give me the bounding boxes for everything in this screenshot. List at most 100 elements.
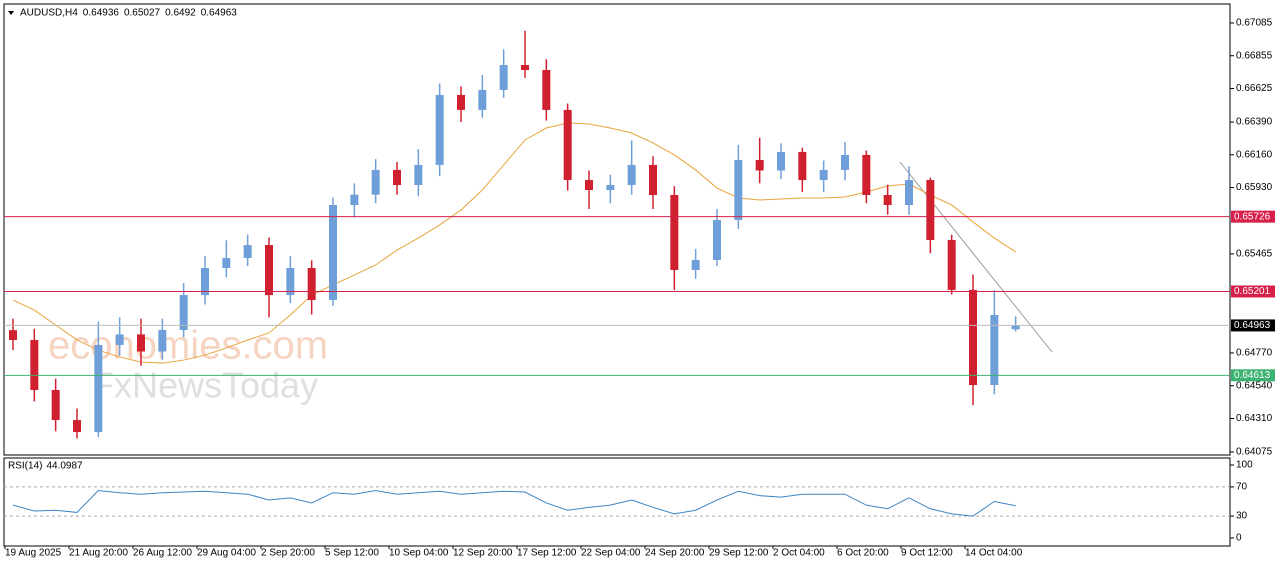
x-tick-label: 9 Oct 12:00	[901, 548, 953, 559]
candle-body	[521, 65, 529, 70]
price-pane	[3, 3, 1231, 456]
candle-body	[926, 180, 935, 241]
rsi-line	[12, 490, 1016, 517]
candle-body	[222, 258, 231, 268]
candle-body	[1011, 325, 1020, 330]
y-tick-label: 0.67085	[1236, 18, 1273, 29]
price-box	[1231, 285, 1275, 298]
x-tick-label: 24 Sep 20:00	[645, 548, 705, 559]
y-tick-label: 0.66625	[1236, 83, 1273, 94]
moving-average	[12, 122, 1016, 364]
price-box-label: 0.65726	[1234, 211, 1271, 222]
candle-body	[585, 180, 593, 191]
candle-body	[51, 390, 60, 421]
candle-body	[670, 195, 679, 270]
rsi-value: 44.0987	[46, 461, 83, 472]
x-tick-label: 29 Sep 12:00	[709, 548, 769, 559]
price-box	[1231, 319, 1275, 332]
x-tick-label: 17 Sep 12:00	[517, 548, 577, 559]
candle-body	[563, 109, 572, 181]
x-tick-label: 21 Aug 20:00	[69, 548, 128, 559]
candle-body	[606, 185, 615, 191]
rsi-tick-label: 70	[1236, 482, 1248, 493]
y-tick-label: 0.64310	[1236, 413, 1273, 424]
x-tick-label: 5 Sep 12:00	[325, 548, 379, 559]
x-tick-label: 26 Aug 12:00	[133, 548, 192, 559]
header-high: 0.65027	[124, 8, 161, 19]
candle-body	[158, 329, 167, 352]
candle-body	[990, 315, 999, 386]
candle-body	[243, 245, 252, 259]
rsi-tick-label: 0	[1236, 533, 1242, 544]
y-tick-label: 0.64075	[1236, 447, 1273, 458]
x-tick-label: 22 Sep 04:00	[581, 548, 641, 559]
rsi-pane	[3, 457, 1231, 547]
header-close: 0.64963	[201, 8, 238, 19]
x-tick-label: 10 Sep 04:00	[389, 548, 449, 559]
candle-body	[30, 339, 39, 391]
candle-body	[414, 164, 423, 186]
candle-body	[841, 154, 849, 170]
price-box	[1231, 210, 1275, 223]
price-box	[1231, 369, 1275, 382]
candle-body	[201, 267, 209, 296]
candle-body	[73, 420, 81, 433]
y-tick-label: 0.64770	[1236, 348, 1273, 359]
candle-body	[905, 180, 913, 205]
candle-body	[265, 245, 273, 296]
candle-body	[777, 151, 785, 171]
rsi-tick-label: 100	[1236, 460, 1253, 471]
candle-body	[286, 267, 295, 296]
candle-body	[542, 69, 551, 110]
candle-body	[691, 260, 700, 270]
x-tick-label: 2 Oct 04:00	[773, 548, 825, 559]
candle-body	[499, 65, 508, 90]
candle-body	[307, 267, 316, 301]
candle-body	[137, 334, 145, 352]
y-tick-label: 0.65465	[1236, 249, 1273, 260]
candle-body	[649, 164, 657, 196]
candle-body	[627, 164, 636, 186]
header-low: 0.6492	[165, 8, 196, 19]
watermark: FxNewsToday	[92, 365, 318, 406]
candle-body	[115, 334, 124, 345]
y-tick-label: 0.66390	[1236, 117, 1273, 128]
candle-body	[435, 94, 444, 165]
candle-body	[755, 159, 764, 171]
y-tick-label: 0.64540	[1236, 380, 1273, 391]
x-tick-label: 12 Sep 20:00	[453, 548, 513, 559]
candle-body	[393, 169, 401, 186]
trendline	[899, 161, 1053, 353]
rsi-label: RSI(14)	[8, 461, 42, 472]
header-open: 0.64936	[83, 8, 120, 19]
candle-body	[713, 219, 721, 261]
candle-body	[371, 169, 380, 195]
candle-body	[862, 154, 871, 196]
candle-body	[457, 94, 465, 110]
candle-body	[947, 240, 956, 290]
candle-body	[350, 194, 359, 205]
candle-body	[819, 169, 828, 181]
candle-body	[329, 204, 337, 301]
candle-body	[798, 151, 807, 181]
header-symbol: AUDUSD,H4	[20, 8, 78, 19]
price-box-label: 0.65201	[1234, 286, 1271, 297]
candle-body	[883, 195, 892, 205]
rsi-tick-label: 30	[1236, 511, 1248, 522]
x-tick-label: 29 Aug 04:00	[197, 548, 256, 559]
candle-body	[179, 295, 188, 330]
candle-body	[9, 330, 17, 340]
x-tick-label: 6 Oct 20:00	[837, 548, 889, 559]
candle-body	[734, 159, 743, 220]
candle-body	[94, 344, 103, 433]
x-tick-label: 19 Aug 2025	[5, 548, 62, 559]
x-tick-label: 2 Sep 20:00	[261, 548, 315, 559]
candle-body	[478, 89, 487, 110]
x-tick-label: 14 Oct 04:00	[965, 548, 1023, 559]
price-box-label: 0.64963	[1234, 320, 1271, 331]
menu-arrow[interactable]	[8, 11, 14, 15]
y-tick-label: 0.66160	[1236, 149, 1273, 160]
price-box-label: 0.64613	[1234, 370, 1271, 381]
watermark: economies.com	[48, 324, 328, 368]
